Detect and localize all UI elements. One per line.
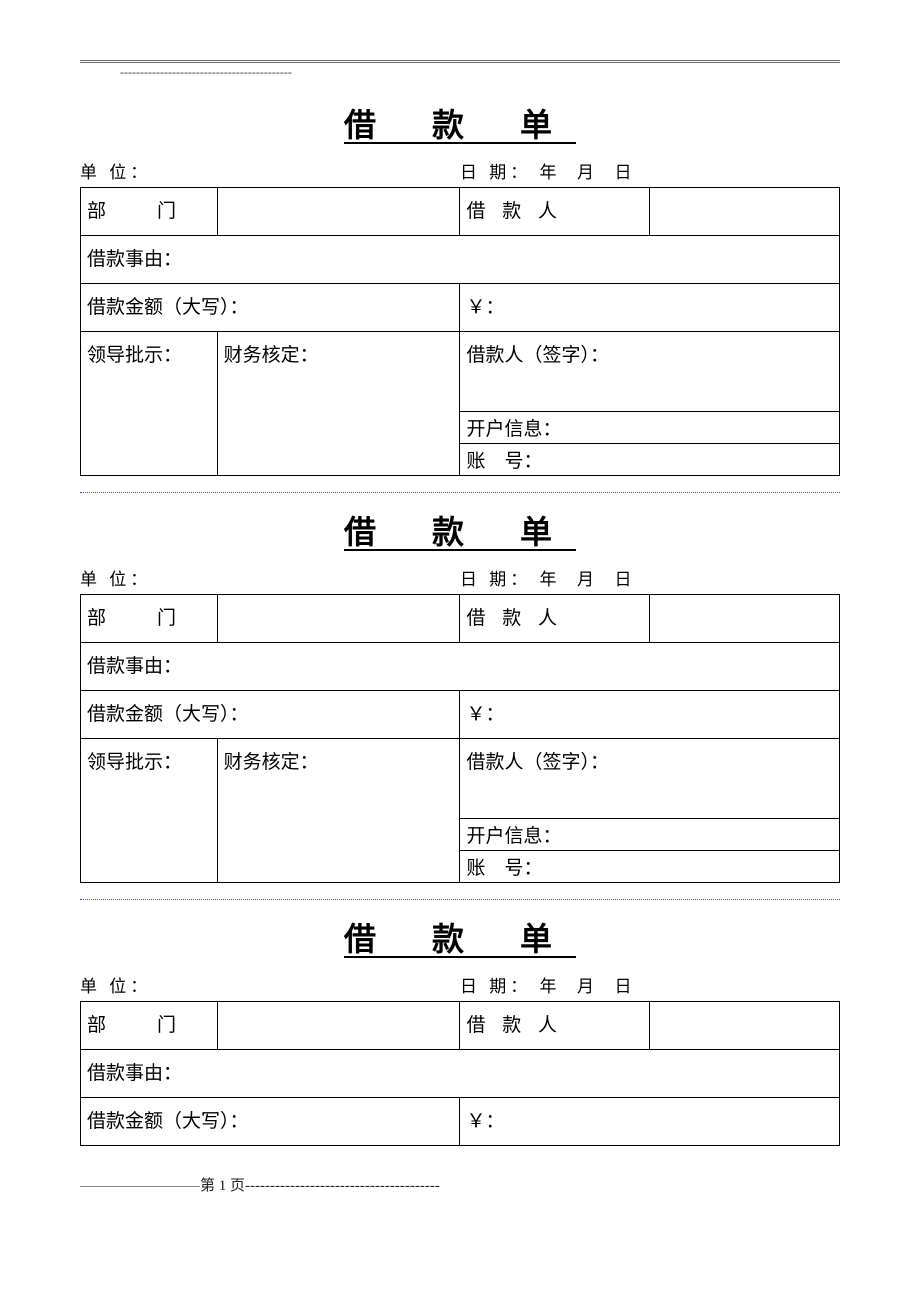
reason-row[interactable]: 借款事由：	[81, 1050, 840, 1098]
account-cell[interactable]: 账 号：	[460, 851, 840, 883]
form-table: 部 门 借 款 人 借款事由： 借款金额（大写）： ￥： 领导批示： 财务核定：…	[80, 594, 840, 883]
dept-label: 部 门	[81, 595, 218, 643]
date-month: 月	[577, 977, 598, 996]
bank-info-cell[interactable]: 开户信息：	[460, 819, 840, 851]
date-label-group: 日 期： 年 月 日	[460, 565, 840, 590]
dotted-divider	[80, 492, 840, 493]
borrower-label: 借 款 人	[460, 188, 650, 236]
date-month: 月	[577, 570, 598, 589]
meta-row: 单 位： 日 期： 年 月 日	[80, 972, 840, 997]
leader-approve-cell[interactable]: 领导批示：	[81, 739, 218, 883]
amount-cn-cell[interactable]: 借款金额（大写）：	[81, 284, 460, 332]
footer-rule	[80, 1186, 200, 1187]
form-title: 借 款 单	[80, 507, 840, 553]
top-double-rule	[80, 60, 840, 63]
dept-value[interactable]	[217, 1002, 460, 1050]
unit-label: 单 位：	[80, 565, 460, 590]
date-label: 日 期：	[460, 163, 531, 182]
loan-form-3: 借 款 单 单 位： 日 期： 年 月 日 部 门 借 款 人 借款事由：	[80, 914, 840, 1146]
dept-label: 部 门	[81, 1002, 218, 1050]
date-day: 日	[615, 163, 636, 182]
dept-value[interactable]	[217, 188, 460, 236]
amount-num-cell[interactable]: ￥：	[460, 1098, 840, 1146]
date-day: 日	[615, 570, 636, 589]
borrower-label: 借 款 人	[460, 595, 650, 643]
account-cell[interactable]: 账 号：	[460, 444, 840, 476]
reason-row[interactable]: 借款事由：	[81, 236, 840, 284]
date-day: 日	[615, 977, 636, 996]
borrower-value[interactable]	[650, 1002, 840, 1050]
footer-dashes: ---------------------------------------	[245, 1178, 440, 1194]
page-footer: 第 1 页-----------------------------------…	[80, 1174, 840, 1195]
amount-cn-cell[interactable]: 借款金额（大写）：	[81, 691, 460, 739]
date-label-group: 日 期： 年 月 日	[460, 972, 840, 997]
form-title: 借 款 单	[80, 914, 840, 960]
date-year: 年	[540, 570, 561, 589]
form-title: 借 款 单	[80, 100, 840, 146]
unit-label: 单 位：	[80, 158, 460, 183]
date-label: 日 期：	[460, 977, 531, 996]
reason-row[interactable]: 借款事由：	[81, 643, 840, 691]
borrower-value[interactable]	[650, 595, 840, 643]
page-container: ----------------------------------------…	[0, 0, 920, 1235]
dept-value[interactable]	[217, 595, 460, 643]
top-dash-line: ----------------------------------------…	[120, 65, 840, 80]
amount-cn-cell[interactable]: 借款金额（大写）：	[81, 1098, 460, 1146]
amount-num-cell[interactable]: ￥：	[460, 691, 840, 739]
page-number: 第 1 页	[200, 1178, 245, 1194]
dotted-divider	[80, 899, 840, 900]
date-year: 年	[540, 977, 561, 996]
finance-check-cell[interactable]: 财务核定：	[217, 739, 460, 883]
form-table: 部 门 借 款 人 借款事由： 借款金额（大写）： ￥： 领导批示： 财务核定：…	[80, 187, 840, 476]
borrower-label: 借 款 人	[460, 1002, 650, 1050]
form-table: 部 门 借 款 人 借款事由： 借款金额（大写）： ￥：	[80, 1001, 840, 1146]
meta-row: 单 位： 日 期： 年 月 日	[80, 158, 840, 183]
date-month: 月	[577, 163, 598, 182]
borrower-sign-cell[interactable]: 借款人（签字）：	[460, 332, 840, 412]
leader-approve-cell[interactable]: 领导批示：	[81, 332, 218, 476]
date-label-group: 日 期： 年 月 日	[460, 158, 840, 183]
loan-form-2: 借 款 单 单 位： 日 期： 年 月 日 部 门 借 款 人 借款事由：	[80, 507, 840, 883]
finance-check-cell[interactable]: 财务核定：	[217, 332, 460, 476]
date-year: 年	[540, 163, 561, 182]
meta-row: 单 位： 日 期： 年 月 日	[80, 565, 840, 590]
date-label: 日 期：	[460, 570, 531, 589]
borrower-sign-cell[interactable]: 借款人（签字）：	[460, 739, 840, 819]
borrower-value[interactable]	[650, 188, 840, 236]
dept-label: 部 门	[81, 188, 218, 236]
bank-info-cell[interactable]: 开户信息：	[460, 412, 840, 444]
amount-num-cell[interactable]: ￥：	[460, 284, 840, 332]
loan-form-1: 借 款 单 单 位： 日 期： 年 月 日 部 门 借 款 人 借款事由：	[80, 100, 840, 476]
unit-label: 单 位：	[80, 972, 460, 997]
